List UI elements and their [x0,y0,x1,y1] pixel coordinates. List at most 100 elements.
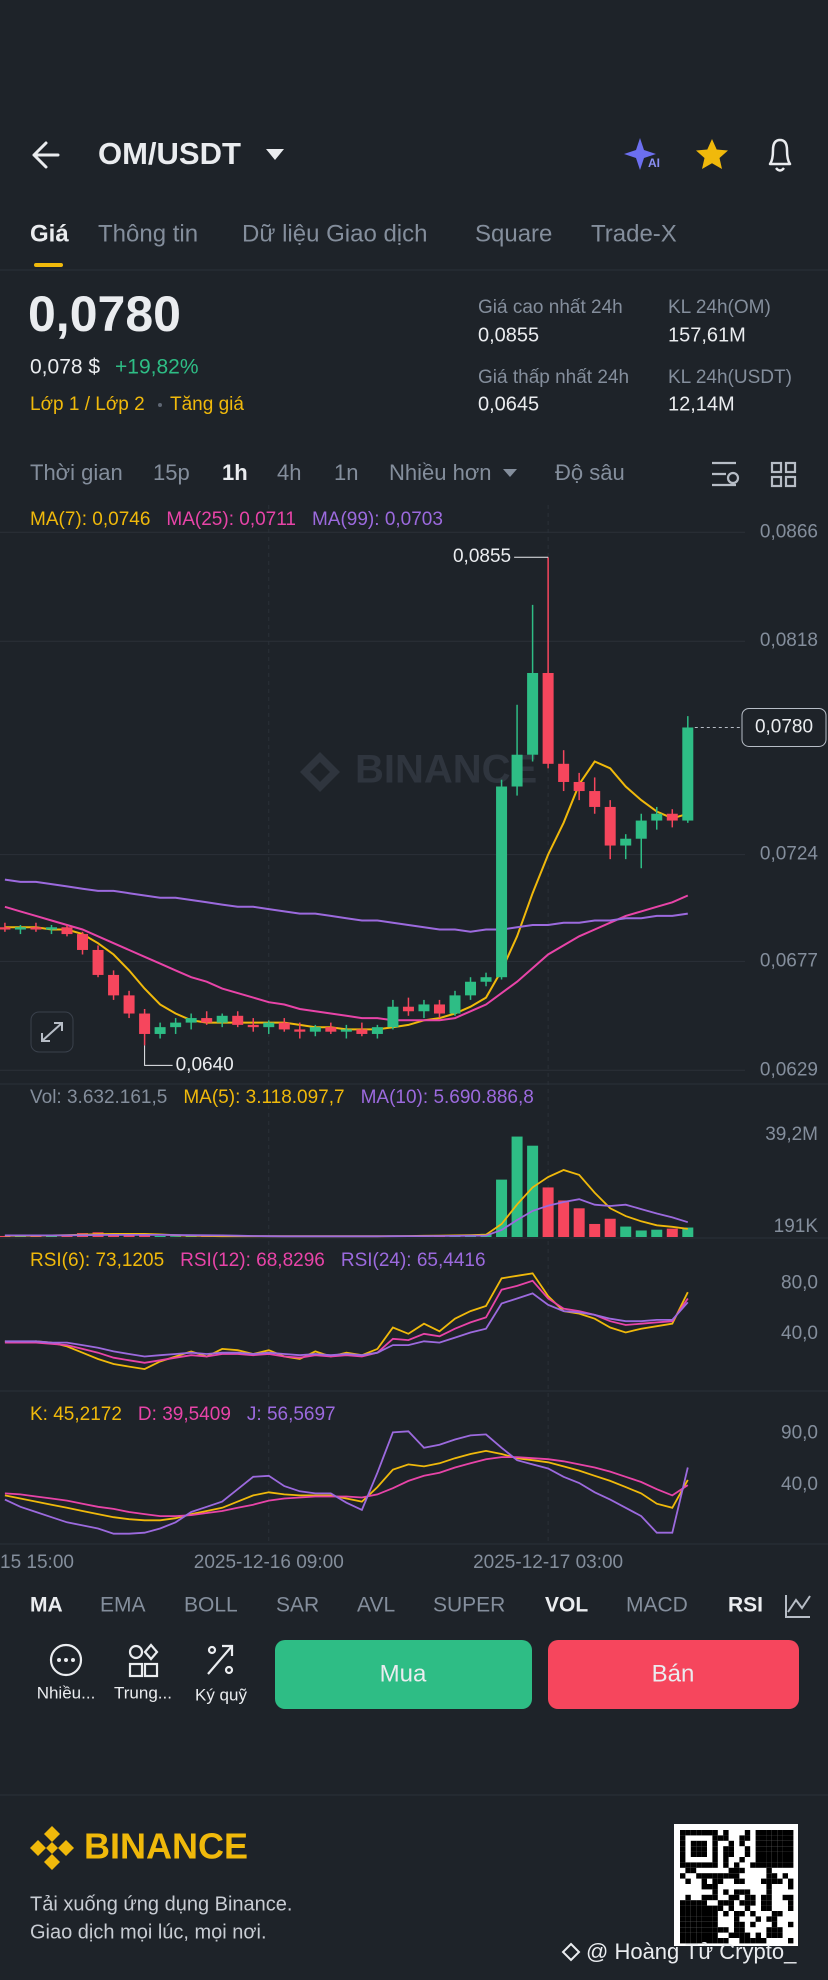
volume-bar [123,1234,135,1237]
buy-button[interactable] [275,1640,532,1709]
tag[interactable]: Lớp 1 / Lớp 2 [30,394,145,415]
qr-cell [728,1905,734,1911]
qr-cell [755,1830,761,1836]
sell-button[interactable] [548,1640,799,1709]
qr-cell [696,1916,702,1922]
timeframe[interactable]: Độ sâu [555,460,625,485]
qr-cell [696,1900,702,1906]
candle-body [356,1029,368,1034]
favorite-star[interactable] [696,139,728,169]
qr-cell [750,1900,756,1906]
tool-label[interactable]: Trung... [114,1683,172,1702]
qr-cell [707,1894,713,1901]
buy-label[interactable]: Mua [380,1660,427,1687]
indicator-tab[interactable]: EMA [100,1594,146,1617]
qr-cell [685,1911,691,1917]
qr-cell [701,1894,707,1901]
legend-entry: MA(10): 5.690.886,8 [361,1087,534,1108]
pair-title[interactable]: OM/USDT [98,136,241,171]
qr-cell [766,1835,772,1841]
qr-cell [685,1932,691,1938]
indicator-tab[interactable]: SAR [276,1594,319,1617]
indicator-tab[interactable]: BOLL [184,1594,238,1617]
tab[interactable]: Trade-X [591,220,677,247]
more-caret[interactable] [503,469,517,477]
tab[interactable]: Thông tin [98,220,198,247]
qr-cell [680,1905,686,1911]
center-tool[interactable] [128,1643,159,1678]
qr-cell [771,1835,778,1841]
sell-label[interactable]: Bán [652,1660,695,1687]
timeframe[interactable]: 1h [222,460,248,485]
more-tool[interactable] [49,1643,83,1677]
qr-cell [766,1884,772,1890]
tab[interactable]: Dữ liệu Giao dịch [242,220,427,247]
indicator-tab[interactable]: VOL [545,1594,588,1617]
candle-body [278,1022,290,1030]
timeframe[interactable]: 4h [277,460,301,485]
qr-cell [680,1840,686,1847]
qr-cell [690,1900,697,1906]
qr-cell [788,1846,794,1852]
qr-cell [755,1835,761,1841]
qr-cell [782,1851,788,1857]
layout-icon[interactable] [770,461,797,488]
legend-entry: J: 56,5697 [247,1404,336,1425]
candle-body [589,791,601,807]
indicator-tab[interactable]: AVL [357,1594,395,1617]
timeframe[interactable]: 1n [334,460,358,485]
timeframe[interactable]: 15p [153,460,190,485]
qr-cell [739,1840,745,1847]
qr-cell [685,1921,691,1928]
qr-cell [739,1889,745,1895]
tag-separator [158,403,162,407]
stat-value: 0,0645 [478,393,539,415]
tool-label[interactable]: Ký quỹ [195,1685,247,1704]
qr-cell [755,1862,761,1868]
qr-cell [723,1900,729,1906]
volume-bar [527,1145,539,1237]
indicator-tab[interactable]: SUPER [433,1594,505,1617]
qr-cell [690,1851,697,1857]
margin-tool[interactable] [207,1644,234,1675]
qr-cell [739,1878,745,1884]
alert-bell[interactable] [768,138,792,172]
brand-name: BINANCE [84,1826,248,1867]
chart-settings-icon[interactable] [712,461,740,487]
indicator-tab[interactable]: RSI [728,1594,763,1617]
ai-badge: AI [648,156,660,170]
qr-cell [701,1862,707,1868]
volume-bar [682,1227,694,1237]
last-price-label: 0,0780 [755,716,813,737]
pair-caret[interactable] [266,149,284,160]
qr-cell [761,1938,767,1944]
qr-pattern [680,1830,794,1944]
volume-bar [573,1208,585,1237]
y-tick-label: 80,0 [781,1272,818,1293]
ai-icon[interactable] [624,138,656,170]
timeframe[interactable]: Thời gian [30,460,123,485]
qr-cell [685,1878,691,1884]
indicator-tab[interactable]: MACD [626,1594,688,1617]
back-button[interactable] [32,141,60,169]
volume-bar [30,1236,42,1237]
candle-body [154,1027,166,1034]
qr-cell [766,1857,772,1863]
candle-body [604,806,616,846]
timeframe[interactable]: Nhiều hơn [389,460,492,485]
tool-label[interactable]: Nhiều... [37,1683,96,1702]
qr-cell [739,1927,745,1933]
qr-cell [696,1927,702,1933]
tab[interactable]: Giá [30,220,69,247]
indicator-tab[interactable]: MA [30,1594,63,1617]
qr-cell [788,1835,794,1841]
qr-cell [690,1840,697,1847]
tag[interactable]: Tăng giá [170,394,244,415]
volume-bar [61,1235,73,1237]
qr-cell [771,1840,778,1847]
qr-cell [701,1938,707,1944]
qr-cell [680,1851,686,1857]
tab[interactable]: Square [475,220,552,247]
indicator-settings[interactable] [785,1595,811,1618]
stat-label: Giá cao nhất 24h [478,297,623,318]
